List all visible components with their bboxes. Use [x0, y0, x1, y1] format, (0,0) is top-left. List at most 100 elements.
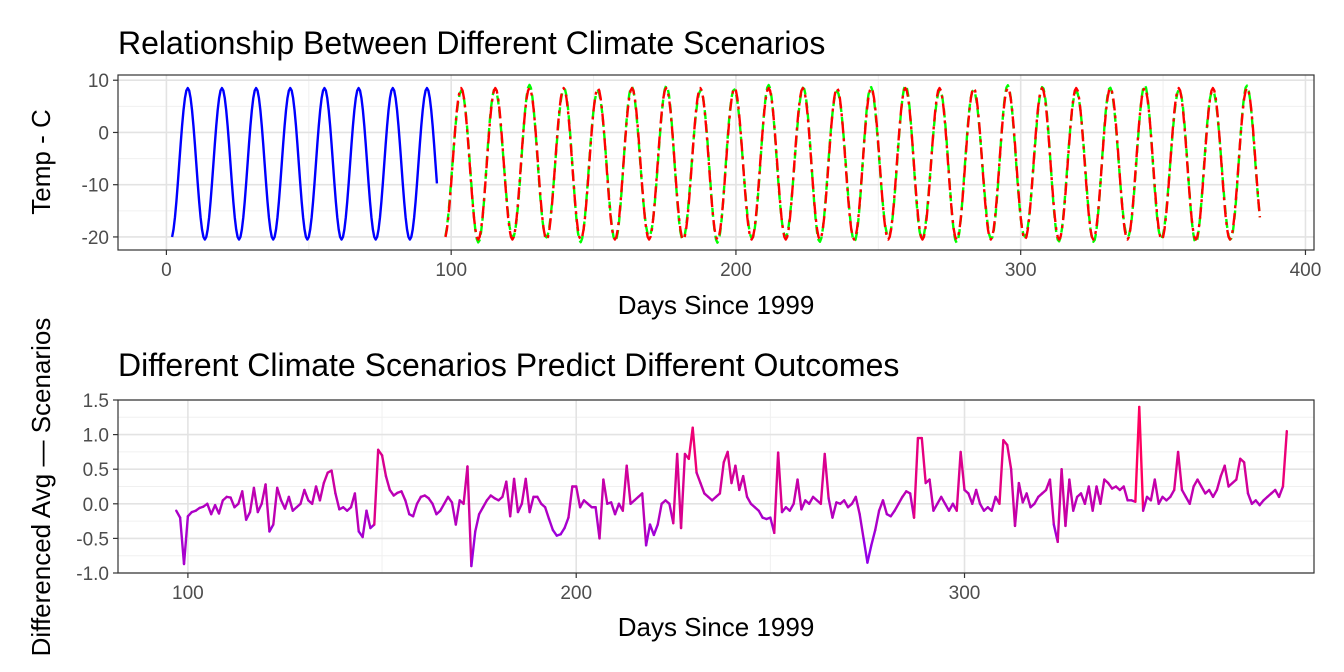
series-segment	[1277, 485, 1285, 499]
series-segment	[256, 502, 263, 514]
series-segment	[598, 478, 605, 540]
series-segment	[1056, 468, 1063, 544]
series-segment	[524, 477, 531, 514]
series-segment	[971, 488, 978, 505]
series-segment	[788, 502, 795, 512]
series-segment	[481, 499, 489, 509]
series-segment	[450, 501, 458, 526]
series-segment	[361, 509, 368, 539]
y-tick-label: 0.0	[83, 495, 109, 516]
series-segment	[1033, 495, 1040, 505]
series-segment	[912, 436, 920, 519]
series-segment	[178, 516, 186, 566]
chart-title-2: Different Climate Scenarios Predict Diff…	[118, 347, 899, 383]
plot-border-2	[117, 399, 1315, 574]
x-tick-label: 0	[161, 260, 172, 281]
x-tick-label: 300	[949, 583, 981, 604]
series-segment	[621, 464, 628, 512]
series-segment	[1060, 468, 1067, 528]
series-segment	[656, 502, 663, 526]
series-segment	[563, 516, 570, 530]
series-segment	[559, 526, 566, 536]
series-segment	[1087, 485, 1094, 512]
series-segment	[353, 492, 360, 533]
series-segment	[881, 499, 889, 516]
series-segment	[1064, 478, 1071, 528]
y-tick-label: -1.0	[76, 564, 109, 585]
series-segment	[334, 492, 341, 511]
series-segment	[1138, 405, 1145, 512]
series-segment	[652, 523, 659, 537]
x-axis-title-1: Days Since 1999	[618, 290, 815, 320]
series-segment	[318, 481, 326, 502]
series-segment	[776, 451, 784, 514]
series-segment	[244, 510, 252, 521]
series-segment	[940, 495, 947, 505]
series-segment	[454, 499, 461, 526]
series-segment	[1215, 474, 1223, 492]
tick-group-2: 100 200 300 1.5 1.0 0.5 0.0 -0.5 -1.0	[76, 391, 980, 604]
series-segment	[303, 488, 310, 502]
series-segment	[870, 528, 877, 547]
series-segment	[1006, 443, 1013, 471]
series-segment	[474, 512, 481, 533]
series-segment	[955, 450, 962, 512]
series-segment	[1281, 429, 1289, 488]
series-segment	[206, 502, 213, 516]
y-tick-label: 1.0	[83, 426, 109, 447]
series-group-2	[175, 405, 1289, 568]
series-segment	[272, 486, 279, 526]
series-segment	[241, 490, 248, 521]
series-group-1	[170, 83, 1262, 244]
series-segment	[800, 499, 807, 511]
series-segment	[1200, 485, 1207, 495]
x-tick-label: 100	[435, 260, 467, 281]
x-tick-label: 200	[720, 260, 752, 281]
series-segment	[978, 502, 986, 512]
series-segment	[672, 452, 679, 525]
series-segment	[209, 503, 217, 516]
x-axis-title-2: Days Since 1999	[618, 612, 815, 642]
series-segment	[741, 474, 749, 499]
series-segment	[248, 486, 256, 514]
series-segment	[528, 495, 535, 514]
series-segment	[745, 495, 753, 505]
series-segment	[1180, 488, 1188, 499]
series-segment	[322, 471, 329, 485]
series-segment	[439, 502, 446, 512]
y-axis-title-1: Temp - C	[26, 109, 56, 214]
series-segment	[807, 495, 815, 505]
series-segment	[1176, 450, 1184, 492]
series-segment	[974, 488, 982, 505]
series-segment	[264, 483, 271, 533]
series-segment	[1188, 485, 1195, 505]
series-segment	[893, 502, 900, 512]
series-segment	[854, 495, 861, 516]
chart-title-1: Relationship Between Different Climate S…	[118, 25, 825, 61]
series-segment	[1048, 478, 1056, 526]
y-tick-label: -20	[82, 228, 109, 249]
y-tick-label: 10	[88, 71, 109, 92]
series-segment	[1013, 481, 1021, 528]
series-line-dashed	[444, 83, 1262, 244]
series-segment	[512, 477, 520, 514]
series-segment	[866, 544, 873, 564]
series-segment	[613, 502, 621, 516]
series-segment	[543, 506, 551, 521]
series-segment	[567, 485, 574, 519]
series-segment	[411, 502, 419, 518]
series-segment	[470, 530, 477, 568]
series-segment	[827, 497, 834, 519]
series-segment	[578, 499, 586, 509]
series-segment	[508, 477, 516, 518]
series-segment	[1169, 488, 1176, 499]
series-segment	[757, 509, 764, 519]
series-segment	[695, 471, 702, 485]
series-segment	[268, 523, 275, 533]
series-segment	[831, 501, 838, 519]
series-segment	[796, 478, 803, 511]
y-tick-label: 0.5	[83, 460, 109, 481]
series-segment	[1157, 495, 1164, 505]
series-segment	[1223, 464, 1230, 488]
